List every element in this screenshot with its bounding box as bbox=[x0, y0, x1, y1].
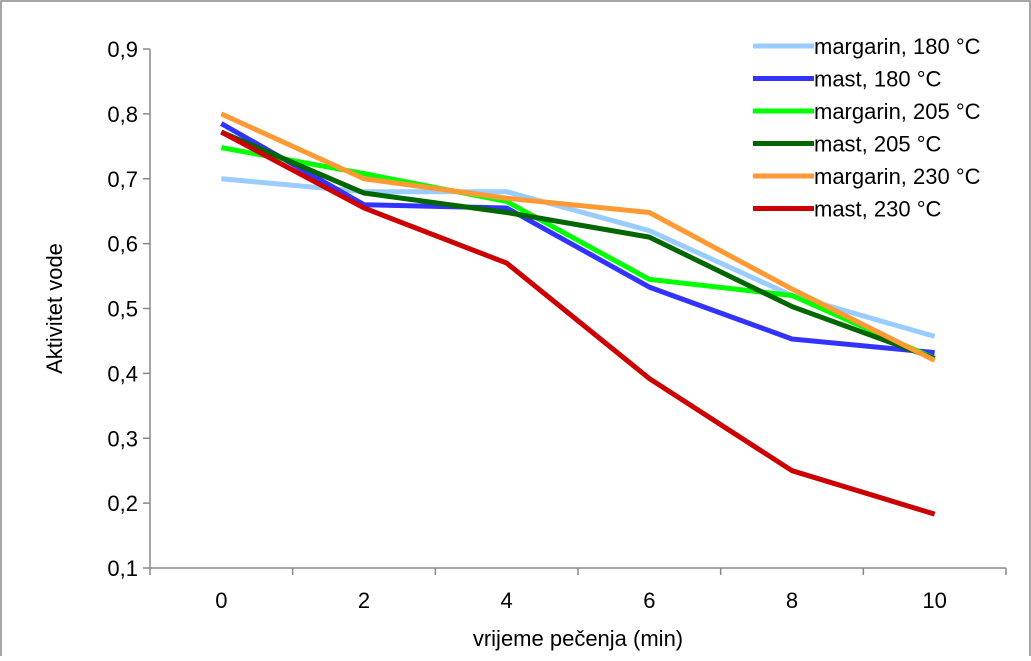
y-tick-label: 0,6 bbox=[107, 232, 138, 257]
x-tick-label: 8 bbox=[786, 588, 798, 613]
y-tick-label: 0,8 bbox=[107, 102, 138, 127]
legend-label: mast, 180 °C bbox=[814, 67, 942, 92]
legend-label: margarin, 205 °C bbox=[814, 99, 981, 124]
series-line bbox=[220, 121, 935, 356]
y-tick-label: 0,3 bbox=[107, 426, 138, 451]
y-axis-title: Aktivitet vode bbox=[42, 243, 67, 374]
legend-label: margarin, 230 °C bbox=[814, 164, 981, 189]
y-tick-label: 0,5 bbox=[107, 297, 138, 322]
y-tick-label: 0,2 bbox=[107, 491, 138, 516]
x-tick-label: 2 bbox=[358, 588, 370, 613]
x-tick-label: 0 bbox=[215, 588, 227, 613]
y-tick-label: 0,1 bbox=[107, 556, 138, 581]
series-lines bbox=[220, 111, 936, 517]
series-line bbox=[220, 129, 936, 361]
series-line bbox=[220, 111, 936, 363]
x-tick-label: 4 bbox=[501, 588, 513, 613]
y-tick-label: 0,7 bbox=[107, 167, 138, 192]
y-tick-label: 0,9 bbox=[107, 37, 138, 62]
legend-label: mast, 205 °C bbox=[814, 132, 942, 157]
x-tick-label: 6 bbox=[643, 588, 655, 613]
y-tick-label: 0,4 bbox=[107, 361, 138, 386]
x-axis-ticks: 0 2 4 6 8 10 bbox=[149, 568, 1007, 613]
series-line bbox=[220, 129, 936, 517]
x-tick-label: 10 bbox=[922, 588, 946, 613]
legend: margarin, 180 °C mast, 180 °C margarin, 20… bbox=[753, 34, 981, 222]
y-axis-ticks: 0,1 0,2 0,3 0,4 0,5 0,6 0,7 0,8 0,9 bbox=[107, 37, 150, 581]
legend-label: margarin, 180 °C bbox=[814, 34, 981, 59]
x-axis-title: vrijeme pečenja (min) bbox=[473, 626, 683, 651]
legend-label: mast, 230 °C bbox=[814, 197, 942, 222]
